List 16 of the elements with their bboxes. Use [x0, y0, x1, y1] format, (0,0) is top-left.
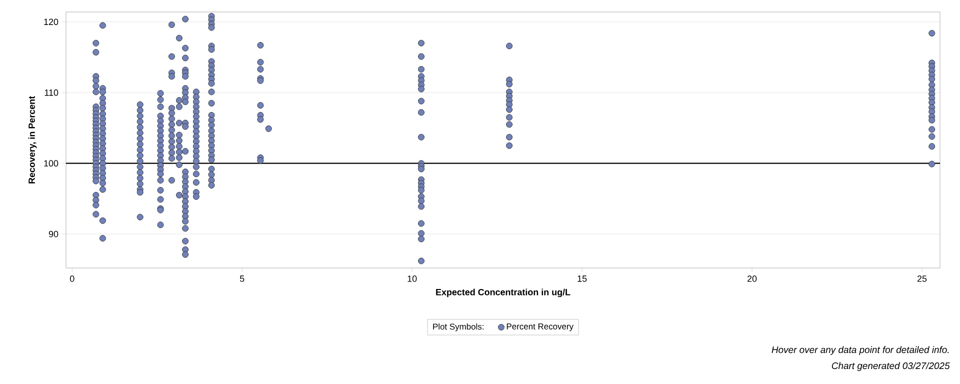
- legend-label: Percent Recovery: [506, 324, 574, 332]
- y-axis-title: Recovery, in Percent: [28, 96, 37, 184]
- x-tick-label: 25: [917, 276, 927, 282]
- x-tick-label: 5: [240, 276, 244, 282]
- y-tick-label: 90: [48, 230, 58, 238]
- y-tick-label: 120: [44, 18, 58, 26]
- text: Hover over any data point for detailed info.: [772, 346, 949, 355]
- text: Chart generated 03/27/2025: [832, 362, 950, 371]
- x-axis-title: Expected Concentration in ug/L: [436, 288, 570, 298]
- x-tick-label: 0: [70, 276, 74, 282]
- x-tick-label: 10: [408, 276, 417, 282]
- legend-title: Plot Symbols:: [433, 323, 484, 332]
- x-tick-label: 20: [747, 276, 757, 282]
- y-tick-label: 100: [44, 160, 58, 167]
- y-tick-label: 110: [44, 89, 58, 96]
- x-tick-label: 15: [578, 276, 587, 282]
